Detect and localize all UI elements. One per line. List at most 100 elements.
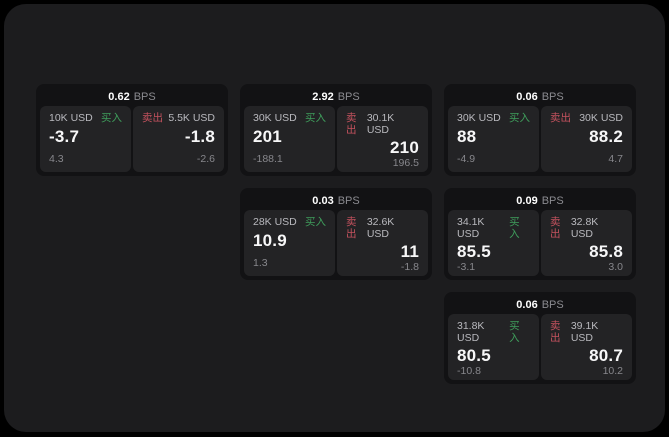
quote-card: 0.03 BPS 28K USD 买入 10.9 1.3 卖出 32.6K US…: [240, 188, 432, 280]
sell-delta-value: -2.6: [196, 153, 215, 166]
bps-value: 2.92: [312, 90, 334, 103]
buy-delta-value: 1.3: [253, 257, 268, 270]
sell-size-label: 30K USD: [579, 112, 623, 124]
bps-unit-label: BPS: [541, 298, 564, 311]
buy-quote-top: 31.8K USD 买入: [457, 320, 530, 344]
sell-quote-panel[interactable]: 卖出 30K USD 88.2 4.7: [541, 106, 632, 172]
card-body: 31.8K USD 买入 80.5 -10.8 卖出 39.1K USD 80.…: [448, 314, 632, 380]
buy-quote-top: 30K USD 买入: [457, 112, 530, 125]
card-body: 10K USD 买入 -3.7 4.3 卖出 5.5K USD -1.8 -2.…: [40, 106, 224, 172]
buy-delta-value: -3.1: [457, 260, 476, 273]
sell-quote-panel[interactable]: 卖出 39.1K USD 80.7 10.2: [541, 314, 632, 380]
buy-size-label: 30K USD: [253, 112, 297, 124]
sell-side-label: 卖出: [346, 112, 357, 136]
buy-quote-panel[interactable]: 30K USD 买入 201 -188.1: [244, 106, 335, 172]
sell-quote-top: 卖出 5.5K USD: [142, 112, 215, 125]
bps-value: 0.09: [516, 194, 538, 207]
sell-side-label: 卖出: [142, 112, 163, 124]
sell-size-label: 32.6K USD: [366, 216, 395, 240]
bps-unit-label: BPS: [541, 194, 564, 207]
sell-price-value: 85.8: [589, 242, 623, 262]
sell-quote-top: 卖出 32.6K USD: [346, 216, 419, 240]
buy-price-value: 88: [457, 126, 477, 146]
sell-delta-value: 4.7: [608, 153, 623, 166]
sell-quote-top: 卖出 32.8K USD: [550, 216, 623, 240]
buy-side-label: 买入: [509, 320, 520, 344]
sell-side-label: 卖出: [550, 216, 561, 240]
sell-quote-panel[interactable]: 卖出 5.5K USD -1.8 -2.6: [133, 106, 224, 172]
quote-card: 0.09 BPS 34.1K USD 买入 85.5 -3.1 卖出 32.8K…: [444, 188, 636, 280]
buy-quote-top: 34.1K USD 买入: [457, 216, 530, 240]
buy-quote-top: 30K USD 买入: [253, 112, 326, 125]
sell-size-label: 30.1K USD: [366, 112, 395, 136]
buy-delta-value: -4.9: [457, 153, 476, 166]
bps-unit-label: BPS: [133, 90, 156, 103]
sell-price-value: 80.7: [589, 346, 623, 366]
buy-price-value: 85.5: [457, 242, 491, 262]
sell-price-value: 88.2: [589, 126, 623, 146]
card-header: 0.06 BPS: [448, 296, 632, 314]
sell-side-label: 卖出: [346, 216, 357, 240]
sell-quote-panel[interactable]: 卖出 30.1K USD 210 196.5: [337, 106, 428, 172]
sell-delta-value: 10.2: [602, 364, 623, 377]
sell-quote-top: 卖出 39.1K USD: [550, 320, 623, 344]
bps-value: 0.03: [312, 194, 334, 207]
buy-side-label: 买入: [305, 112, 326, 124]
buy-quote-panel[interactable]: 34.1K USD 买入 85.5 -3.1: [448, 210, 539, 276]
bps-value: 0.62: [108, 90, 130, 103]
card-header: 0.03 BPS: [244, 192, 428, 210]
quote-card: 2.92 BPS 30K USD 买入 201 -188.1 卖出 30.1K …: [240, 84, 432, 176]
buy-quote-panel[interactable]: 28K USD 买入 10.9 1.3: [244, 210, 335, 276]
sell-side-label: 卖出: [550, 112, 571, 124]
buy-price-value: -3.7: [49, 126, 80, 146]
buy-side-label: 买入: [509, 112, 530, 124]
buy-quote-panel[interactable]: 10K USD 买入 -3.7 4.3: [40, 106, 131, 172]
bps-unit-label: BPS: [337, 194, 360, 207]
buy-size-label: 34.1K USD: [457, 216, 485, 240]
sell-quote-panel[interactable]: 卖出 32.6K USD 11 -1.8: [337, 210, 428, 276]
buy-side-label: 买入: [305, 216, 326, 228]
sell-size-label: 32.8K USD: [570, 216, 599, 240]
buy-price-value: 10.9: [253, 230, 287, 250]
sell-quote-top: 卖出 30K USD: [550, 112, 623, 125]
buy-price-value: 201: [253, 126, 282, 146]
sell-price-value: -1.8: [184, 126, 215, 146]
card-body: 30K USD 买入 201 -188.1 卖出 30.1K USD 210 1…: [244, 106, 428, 172]
card-body: 30K USD 买入 88 -4.9 卖出 30K USD 88.2 4.7: [448, 106, 632, 172]
bps-unit-label: BPS: [337, 90, 360, 103]
buy-side-label: 买入: [101, 112, 122, 124]
buy-delta-value: -188.1: [253, 153, 283, 166]
buy-quote-top: 10K USD 买入: [49, 112, 122, 125]
card-header: 0.62 BPS: [40, 88, 224, 106]
sell-delta-value: -1.8: [400, 260, 419, 273]
buy-quote-panel[interactable]: 31.8K USD 买入 80.5 -10.8: [448, 314, 539, 380]
buy-size-label: 10K USD: [49, 112, 93, 124]
buy-size-label: 30K USD: [457, 112, 501, 124]
buy-size-label: 28K USD: [253, 216, 297, 228]
quote-card: 0.06 BPS 31.8K USD 买入 80.5 -10.8 卖出 39.1…: [444, 292, 636, 384]
quote-cards-grid: 0.62 BPS 10K USD 买入 -3.7 4.3 卖出 5.5K USD…: [36, 84, 636, 384]
buy-delta-value: -10.8: [457, 364, 481, 377]
sell-delta-value: 196.5: [392, 156, 419, 169]
card-body: 34.1K USD 买入 85.5 -3.1 卖出 32.8K USD 85.8…: [448, 210, 632, 276]
buy-size-label: 31.8K USD: [457, 320, 485, 344]
quote-card: 0.06 BPS 30K USD 买入 88 -4.9 卖出 30K USD 8…: [444, 84, 636, 176]
sell-size-label: 39.1K USD: [570, 320, 599, 344]
bps-unit-label: BPS: [541, 90, 564, 103]
sell-delta-value: 3.0: [608, 260, 623, 273]
sell-price-value: 11: [400, 242, 419, 262]
buy-price-value: 80.5: [457, 346, 491, 366]
sell-size-label: 5.5K USD: [168, 112, 215, 124]
sell-side-label: 卖出: [550, 320, 561, 344]
quote-card: 0.62 BPS 10K USD 买入 -3.7 4.3 卖出 5.5K USD…: [36, 84, 228, 176]
bps-value: 0.06: [516, 90, 538, 103]
card-body: 28K USD 买入 10.9 1.3 卖出 32.6K USD 11 -1.8: [244, 210, 428, 276]
card-header: 0.06 BPS: [448, 88, 632, 106]
sell-price-value: 210: [390, 138, 419, 158]
sell-quote-panel[interactable]: 卖出 32.8K USD 85.8 3.0: [541, 210, 632, 276]
quotes-panel: 0.62 BPS 10K USD 买入 -3.7 4.3 卖出 5.5K USD…: [4, 4, 665, 432]
buy-side-label: 买入: [509, 216, 520, 240]
buy-quote-panel[interactable]: 30K USD 买入 88 -4.9: [448, 106, 539, 172]
sell-quote-top: 卖出 30.1K USD: [346, 112, 419, 136]
